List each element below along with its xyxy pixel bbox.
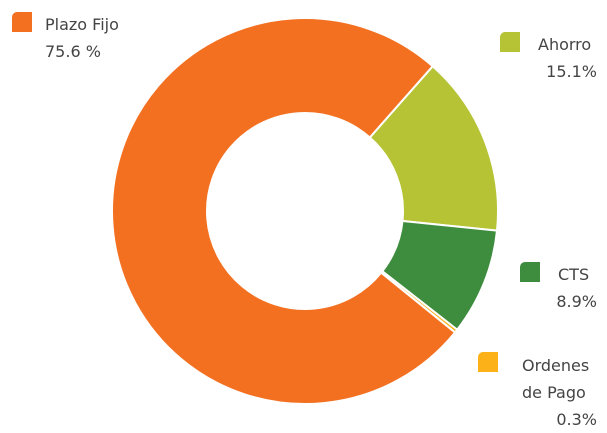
value-label: 0.3%	[556, 410, 597, 429]
legend-swatch	[478, 352, 498, 372]
legend-swatch	[12, 12, 32, 32]
slice	[111, 17, 457, 405]
slice	[380, 219, 499, 332]
legend-label: CTS	[558, 265, 590, 284]
legend-swatch	[500, 32, 520, 52]
value-label: 75.6 %	[45, 42, 101, 61]
value-label: 8.9%	[556, 292, 597, 311]
legend-label: Plazo Fijo	[45, 15, 119, 34]
value-label: 15.1%	[546, 62, 597, 81]
legend-label: Ahorro	[538, 35, 592, 54]
legend-swatch	[520, 262, 540, 282]
legend-label: Ordenes de Pago	[522, 356, 590, 402]
